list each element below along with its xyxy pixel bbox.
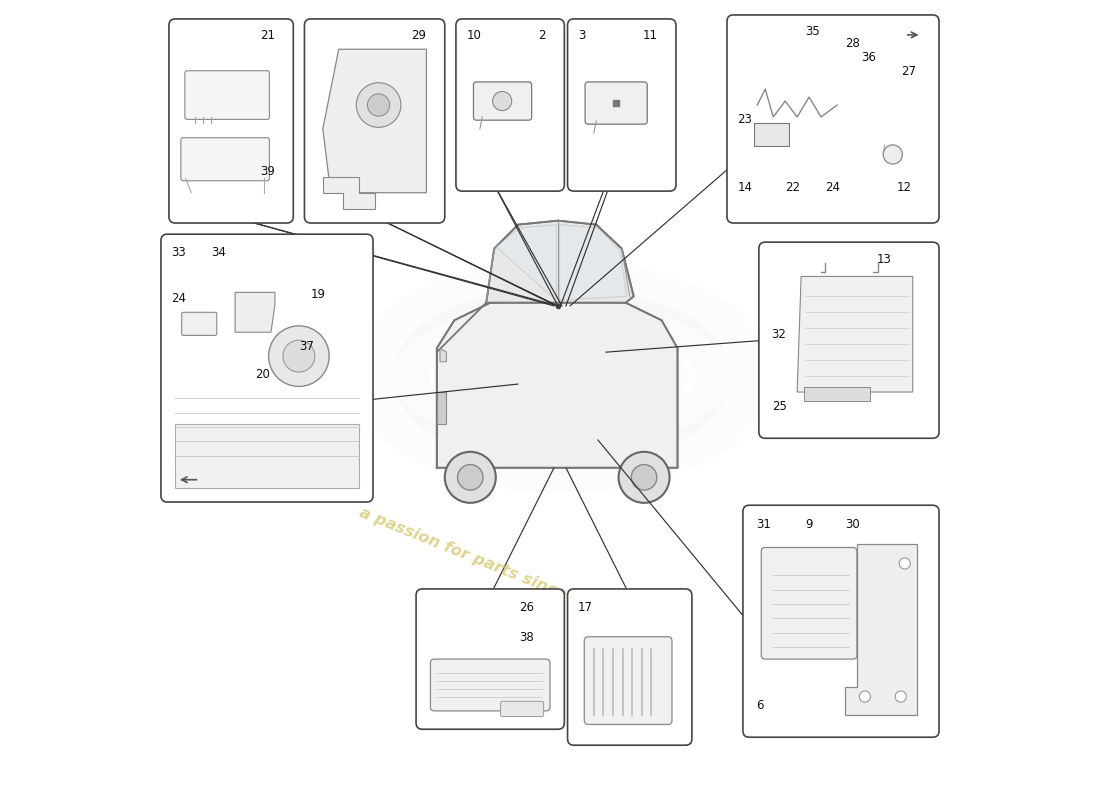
Circle shape xyxy=(283,340,315,372)
Text: 37: 37 xyxy=(299,340,314,354)
FancyBboxPatch shape xyxy=(161,234,373,502)
Text: 23: 23 xyxy=(737,113,752,126)
FancyBboxPatch shape xyxy=(761,547,857,659)
Text: 10: 10 xyxy=(466,30,481,42)
Text: 24: 24 xyxy=(825,181,840,194)
Circle shape xyxy=(356,82,400,127)
Circle shape xyxy=(268,326,329,386)
FancyBboxPatch shape xyxy=(182,312,217,335)
Text: 35: 35 xyxy=(805,26,820,38)
Polygon shape xyxy=(560,225,627,300)
Circle shape xyxy=(444,452,496,503)
Polygon shape xyxy=(845,543,916,715)
FancyBboxPatch shape xyxy=(755,123,789,146)
Polygon shape xyxy=(437,298,678,468)
Circle shape xyxy=(631,465,657,490)
Polygon shape xyxy=(322,177,375,209)
FancyBboxPatch shape xyxy=(759,242,939,438)
Text: 33: 33 xyxy=(172,246,186,259)
Text: 28: 28 xyxy=(845,38,860,50)
Polygon shape xyxy=(798,277,913,392)
Text: 14: 14 xyxy=(737,181,752,194)
Text: a passion for parts since 1985: a passion for parts since 1985 xyxy=(358,506,615,622)
Circle shape xyxy=(899,558,911,569)
Polygon shape xyxy=(175,424,359,488)
Text: 20: 20 xyxy=(255,368,270,381)
Polygon shape xyxy=(486,221,634,302)
Text: 9: 9 xyxy=(805,518,813,531)
Polygon shape xyxy=(437,392,447,424)
Polygon shape xyxy=(322,50,427,193)
Text: 26: 26 xyxy=(519,601,535,614)
Circle shape xyxy=(493,91,512,110)
Polygon shape xyxy=(440,348,447,362)
FancyBboxPatch shape xyxy=(430,659,550,711)
Polygon shape xyxy=(496,225,557,300)
FancyBboxPatch shape xyxy=(416,589,564,730)
Text: 31: 31 xyxy=(756,518,771,531)
Text: 30: 30 xyxy=(845,518,860,531)
Text: 2: 2 xyxy=(539,30,546,42)
Text: 38: 38 xyxy=(519,631,535,644)
FancyBboxPatch shape xyxy=(305,19,444,223)
Circle shape xyxy=(883,145,902,164)
FancyBboxPatch shape xyxy=(742,506,939,738)
Text: 36: 36 xyxy=(861,51,876,64)
Text: 11: 11 xyxy=(642,30,658,42)
Polygon shape xyxy=(235,292,275,332)
Text: 24: 24 xyxy=(172,292,186,306)
Text: 25: 25 xyxy=(771,400,786,413)
Text: 3: 3 xyxy=(578,30,585,42)
Text: 32: 32 xyxy=(771,328,786,342)
Text: 21: 21 xyxy=(260,30,275,42)
Text: 17: 17 xyxy=(578,601,593,614)
Text: 27: 27 xyxy=(901,65,916,78)
Text: 29: 29 xyxy=(411,30,427,42)
FancyBboxPatch shape xyxy=(584,637,672,725)
FancyBboxPatch shape xyxy=(585,82,647,124)
Text: 19: 19 xyxy=(311,288,326,302)
Text: 22: 22 xyxy=(785,181,800,194)
FancyBboxPatch shape xyxy=(169,19,294,223)
Circle shape xyxy=(618,452,670,503)
FancyBboxPatch shape xyxy=(473,82,531,120)
FancyBboxPatch shape xyxy=(180,138,270,181)
Text: 12: 12 xyxy=(896,181,912,194)
Text: 13: 13 xyxy=(877,253,892,266)
Text: 39: 39 xyxy=(260,165,275,178)
FancyBboxPatch shape xyxy=(568,19,676,191)
Circle shape xyxy=(458,465,483,490)
FancyBboxPatch shape xyxy=(185,70,270,119)
FancyBboxPatch shape xyxy=(455,19,564,191)
FancyBboxPatch shape xyxy=(500,702,543,717)
Circle shape xyxy=(859,691,870,702)
Circle shape xyxy=(367,94,389,116)
Text: 6: 6 xyxy=(756,699,763,712)
FancyBboxPatch shape xyxy=(804,387,870,401)
Circle shape xyxy=(895,691,906,702)
FancyBboxPatch shape xyxy=(727,15,939,223)
Text: 34: 34 xyxy=(211,246,227,259)
FancyBboxPatch shape xyxy=(568,589,692,745)
